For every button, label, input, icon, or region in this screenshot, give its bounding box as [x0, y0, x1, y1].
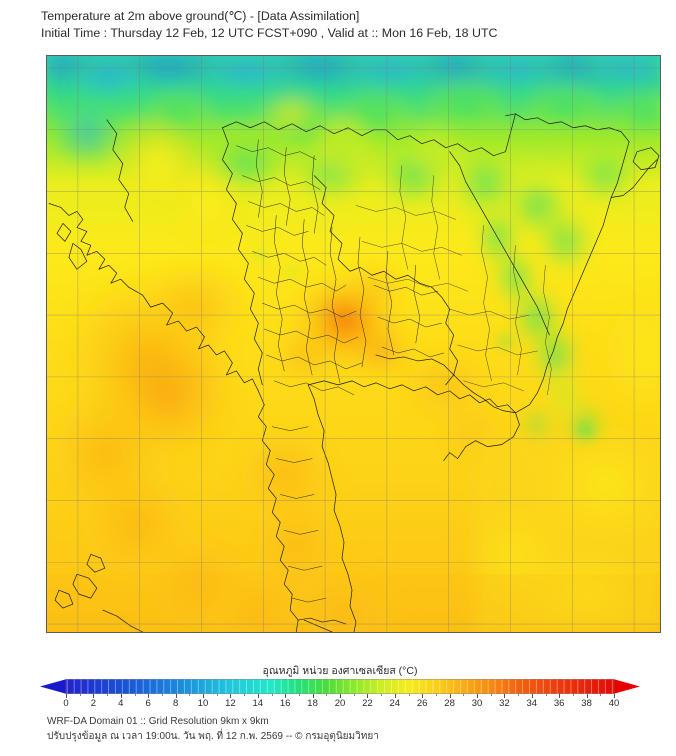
colorbar-tick-label: 12: [225, 698, 236, 709]
chart-header: Temperature at 2m above ground(℃) - [Dat…: [41, 8, 661, 42]
colorbar-tick-label: 20: [334, 698, 346, 709]
y-tick-label: 6°N: [46, 558, 47, 570]
y-tick-label: 18°N: [46, 186, 47, 198]
colorbar-tick-label: 10: [197, 698, 209, 709]
colorbar-strip: [40, 679, 640, 694]
y-tick-label: 10°N: [46, 434, 47, 446]
colorbar-tick-label: 16: [279, 698, 291, 709]
colorbar-tick-label: 0: [63, 698, 69, 709]
chart-subtitle: Initial Time : Thursday 12 Feb, 12 UTC F…: [41, 26, 498, 40]
colorbar-tick-label: 28: [444, 698, 455, 709]
y-tick-label: 16°N: [46, 248, 47, 260]
map-plot-area[interactable]: 4°N 6°N 8°N 10°N 12°N 14°N 16°N 18°N 20°…: [46, 55, 661, 633]
colorbar-tick-label: 8: [172, 698, 179, 709]
x-tick-label: 102°E: [311, 632, 341, 633]
x-tick-label: 112°E: [621, 632, 650, 633]
temperature-field: [47, 56, 660, 632]
colorbar-tick-label: 30: [471, 698, 483, 709]
colorbar-title: อุณหภูมิ หน่วย องศาเซลเซียส (°C): [262, 665, 418, 677]
y-tick-label: 4°N: [46, 620, 47, 632]
x-tick-label: 108°E: [497, 632, 527, 633]
y-tick-label: 20°N: [46, 124, 47, 136]
y-tick-label: 12°N: [46, 372, 47, 384]
x-tick-label: 94°E: [66, 632, 90, 633]
colorbar-tick-label: 2: [90, 698, 97, 709]
colorbar-tick-label: 38: [581, 698, 592, 709]
colorbar-tick-label: 22: [362, 698, 373, 709]
x-tick-label: 104°E: [373, 632, 403, 633]
figure-footer: WRF-DA Domain 01 :: Grid Resolution 9km …: [47, 714, 647, 744]
y-tick-label: 14°N: [46, 310, 47, 322]
colorbar-tick-label: 4: [118, 698, 124, 709]
colorbar-tick-label: 24: [389, 698, 401, 709]
y-tick-label: 22°N: [46, 62, 47, 74]
x-tick-label: 96°E: [128, 632, 152, 633]
x-tick-label: 98°E: [190, 632, 214, 633]
colorbar-tick-label: 18: [307, 698, 318, 709]
colorbar-tick-label: 36: [553, 698, 565, 709]
update-credit-line: ปรับปรุงข้อมูล ณ เวลา 19:00น. วัน พฤ. ที…: [47, 731, 379, 742]
chart-title: Temperature at 2m above ground(℃) - [Dat…: [41, 9, 360, 23]
colorbar-tick-label: 6: [145, 698, 151, 709]
y-tick-label: 8°N: [46, 496, 47, 508]
colorbar-tick-label: 26: [416, 698, 428, 709]
x-tick-label: 100°E: [249, 632, 279, 633]
colorbar-ticks: 0 2 4 6 8 10 12 14 16 18 20 22 2: [40, 694, 640, 710]
colorbar-tick-label: 34: [526, 698, 538, 709]
colorbar-tick-label: 40: [608, 698, 620, 709]
colorbar: อุณหภูมิ หน่วย องศาเซลเซียส (°C): [40, 662, 640, 712]
colorbar-tick-label: 14: [252, 698, 264, 709]
x-tick-label: 110°E: [559, 632, 588, 633]
x-tick-label: 106°E: [435, 632, 465, 633]
colorbar-tick-label: 32: [499, 698, 510, 709]
model-info-line: WRF-DA Domain 01 :: Grid Resolution 9km …: [47, 716, 269, 727]
